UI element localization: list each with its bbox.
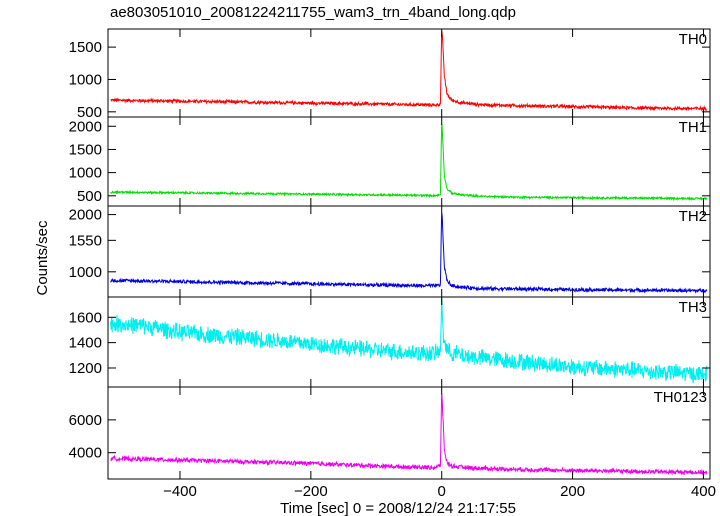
chart-title: ae803051010_20081224211755_wam3_trn_4ban… — [110, 4, 516, 21]
y-tick-label: 500 — [77, 188, 102, 205]
y-tick-label: 1200 — [69, 360, 102, 377]
series-line-th1 — [110, 124, 708, 202]
panel-label: TH2 — [679, 208, 707, 225]
panel-label: TH3 — [679, 299, 707, 316]
panel-th0123: 4000 6000 TH0123 — [69, 386, 711, 480]
panel-th0: 500 1000 1500 TH0 — [69, 28, 711, 121]
x-axis-label: Time [sec] 0 = 2008/12/24 21:17:55 — [280, 500, 516, 516]
y-tick-label: 2000 — [69, 118, 102, 135]
y-axis-label: Counts/sec — [34, 220, 51, 296]
y-tick-label: 1600 — [69, 309, 102, 326]
panel-label: TH0123 — [654, 389, 707, 406]
panel-label: TH1 — [679, 119, 707, 136]
series-line-th2 — [110, 213, 708, 294]
y-tick-label: 1000 — [69, 165, 102, 182]
x-tick-label: 0 — [438, 483, 446, 500]
y-tick-label: 1000 — [69, 264, 102, 281]
x-tick-label: −200 — [294, 483, 328, 500]
panel-label: TH0 — [679, 31, 707, 48]
x-tick-label: −400 — [163, 483, 197, 500]
series-line-th0 — [110, 31, 708, 112]
y-tick-label: 500 — [77, 104, 102, 121]
y-tick-label: 1550 — [69, 232, 102, 249]
x-tick-label: 200 — [560, 483, 585, 500]
series-line-th0123 — [110, 394, 708, 476]
y-tick-label: 1500 — [69, 141, 102, 158]
panel-frame — [107, 296, 711, 388]
y-tick-label: 1500 — [69, 39, 102, 56]
panel-th3: 1200 1400 1600 TH3 — [69, 296, 711, 388]
panel-frame — [107, 386, 711, 480]
y-tick-label: 1000 — [69, 71, 102, 88]
y-tick-label: 4000 — [69, 445, 102, 462]
series-line-th3 — [110, 297, 708, 384]
panel-th1: 500 1000 1500 2000 TH1 — [69, 116, 711, 207]
y-tick-label: 1400 — [69, 335, 102, 352]
panel-th2: 1000 1550 2000 TH2 — [69, 205, 711, 298]
panel-frame — [107, 205, 711, 298]
x-tick-label: 400 — [691, 483, 716, 500]
y-tick-label: 6000 — [69, 412, 102, 429]
y-tick-label: 2000 — [69, 207, 102, 224]
